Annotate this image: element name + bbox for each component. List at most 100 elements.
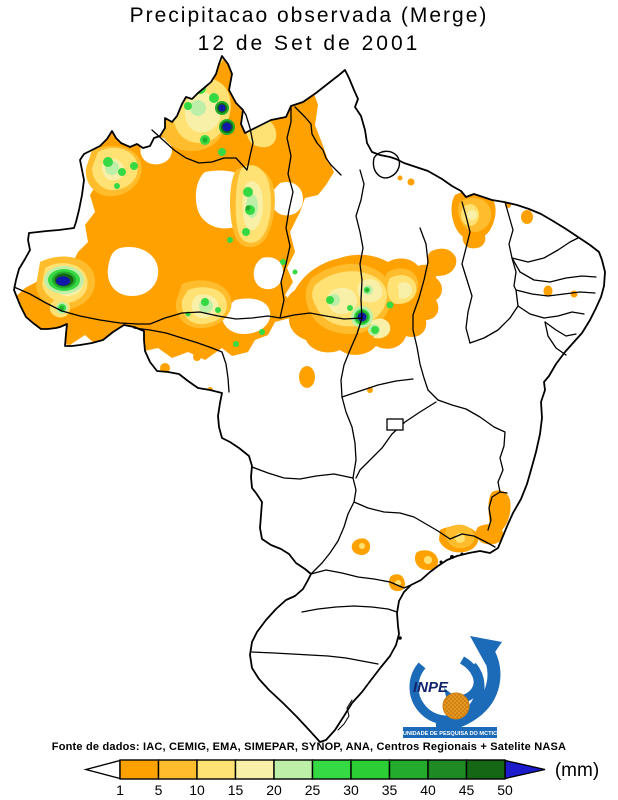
colorbar-tick-15: 15: [228, 782, 244, 798]
colorbar-bin-20-25: [273, 759, 314, 780]
colorbar-overflow-arrow-icon: [504, 759, 546, 780]
state-borders-shape: [511, 257, 597, 283]
colorbar-tick-40: 40: [420, 782, 436, 798]
precip-25-35-shape: [233, 341, 239, 347]
marajo-island: [372, 150, 401, 179]
precip-25-35-shape: [218, 148, 226, 156]
precip-orange-spots: [160, 175, 578, 393]
state-borders: [13, 105, 597, 731]
state-borders-shape: [469, 305, 519, 344]
colorbar-tick-labels: 1 5 10 15 20 25 30 35 40 45 50: [116, 782, 513, 798]
precip-25-35-shape: [326, 296, 334, 304]
precip-over-50: [56, 104, 367, 322]
precip-orange-spots-shape: [193, 353, 201, 361]
colorbar-bin-1-5: [119, 759, 160, 780]
inpe-banner: [403, 727, 497, 738]
precip-over-50-shape: [56, 276, 70, 286]
state-borders-shape: [355, 401, 437, 479]
precip-25-35-shape: [215, 307, 221, 313]
title-line-1: Precipitacao observada (Merge): [129, 4, 489, 27]
colorbar-bin-30-35: [350, 759, 391, 780]
precipitation-map: INPE UNIDADE DE PESQUISA DO MCTIC: [13, 55, 606, 743]
title-line-2: 12 de Set de 2001: [197, 32, 421, 55]
state-borders-shape: [461, 201, 473, 344]
precip-area-piaui: [427, 227, 486, 276]
colorbar-tick-20: 20: [266, 782, 282, 798]
colorbar-bin-15-20: [234, 759, 275, 780]
inpe-logo-big-arrowhead-icon: [470, 636, 502, 665]
colorbar-bin-5-10: [157, 759, 198, 780]
precip-area-southeast-shape: [475, 524, 504, 545]
state-borders-shape: [437, 399, 508, 494]
inpe-logo: INPE UNIDADE DE PESQUISA DO MCTIC: [403, 636, 502, 738]
state-borders-shape: [341, 378, 414, 398]
precip-25-35-shape: [347, 305, 353, 311]
inpe-logo-text: INPE: [413, 679, 449, 696]
precip-25-35-shape: [243, 187, 253, 197]
colorbar-bin-25-30: [311, 759, 352, 780]
precip-25-35-shape: [242, 228, 250, 236]
state-borders-shape: [340, 169, 365, 398]
precip-25-35-shape: [227, 237, 233, 243]
chart-title: Precipitacao observada (Merge) 12 de Set…: [0, 4, 618, 56]
precip-orange-spots-shape: [160, 363, 170, 373]
precip-25-35-shape: [103, 157, 113, 167]
precip-25-35-shape: [193, 61, 199, 67]
precip-25-35-shape: [118, 168, 126, 176]
precip-over-50-shape: [222, 122, 232, 132]
colorbar-tick-50: 50: [497, 782, 513, 798]
state-borders-shape: [310, 477, 357, 575]
colorbar-tick-35: 35: [382, 782, 398, 798]
state-borders-shape: [515, 289, 596, 297]
state-borders-shape: [341, 396, 357, 479]
precip-over-50-shape: [218, 104, 226, 112]
precip-orange-spots-shape: [543, 285, 553, 297]
state-borders-shape: [310, 569, 412, 589]
colorbar-tick-45: 45: [459, 782, 475, 798]
inpe-logo-globe-icon: [442, 692, 470, 720]
state-borders-shape: [133, 327, 230, 393]
precip-area-southeast-shape: [488, 490, 511, 532]
colorbar-bin-40-45: [427, 759, 468, 780]
colorbar-tick-25: 25: [305, 782, 321, 798]
precip-25-35-shape: [130, 162, 138, 170]
colorbar-boxes: [119, 759, 506, 780]
state-borders-shape: [449, 533, 496, 548]
state-borders-shape: [301, 605, 398, 613]
brazil-outline: [13, 55, 606, 743]
state-borders-shape: [13, 286, 363, 325]
precip-35-50-shape: [245, 205, 251, 211]
precip-orange-spots-shape: [570, 290, 578, 298]
state-borders-shape: [412, 227, 439, 401]
precip-10-15-shape: [424, 556, 432, 564]
state-borders-shape: [517, 305, 585, 319]
precip-orange-spots-shape: [299, 366, 315, 388]
precip-25-35-shape: [280, 259, 286, 265]
df-square: [386, 418, 404, 431]
precip-35-50-shape: [365, 288, 369, 292]
colorbar-unit-label: (mm): [555, 760, 599, 781]
precip-20-25-shape: [190, 100, 206, 116]
colorbar: 1 5 10 15 20 25 30 35 40 45 50 (mm): [83, 759, 599, 798]
precip-25-35-shape: [259, 329, 265, 335]
precip-area-southeast: [351, 490, 511, 592]
precip-25-35-shape: [292, 269, 298, 275]
colorbar-tick-10: 10: [189, 782, 205, 798]
colorbar-tick-1: 1: [116, 782, 124, 798]
precip-15-20-shape: [467, 210, 477, 220]
precip-35-50-shape: [202, 137, 208, 143]
state-borders-shape: [544, 321, 577, 337]
inpe-banner-text: UNIDADE DE PESQUISA DO MCTIC: [403, 731, 497, 737]
precip-orange-spots-shape: [407, 178, 415, 186]
colorbar-underflow-arrow-icon: [83, 759, 121, 780]
state-borders-shape: [251, 466, 354, 480]
colorbar-bin-10-15: [196, 759, 237, 780]
precip-25-35-shape: [201, 298, 209, 306]
precip-35-50-shape: [60, 306, 64, 310]
precip-25-35-shape: [114, 183, 120, 189]
colorbar-tick-30: 30: [343, 782, 359, 798]
state-borders-shape: [337, 699, 353, 731]
state-borders-shape: [294, 106, 342, 176]
precip-25-35-shape: [184, 102, 192, 110]
